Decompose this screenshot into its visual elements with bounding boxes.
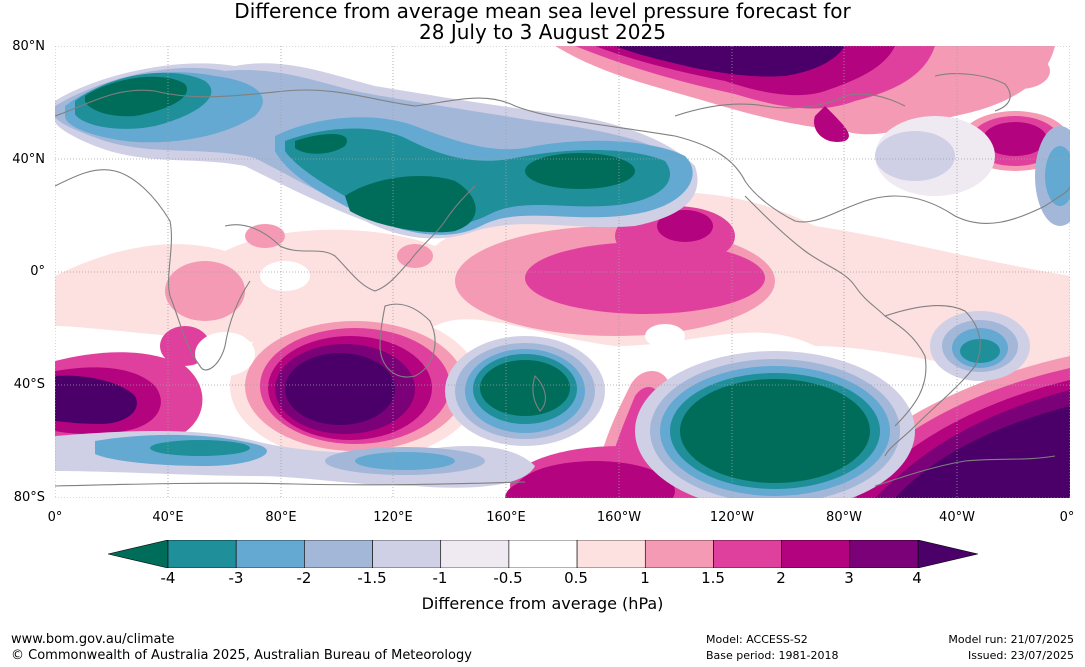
colorbar-swatch	[713, 539, 782, 569]
footer-base-period: Base period: 1981-2018	[706, 649, 839, 662]
coastlines	[55, 73, 1070, 487]
colorbar-swatch	[576, 539, 646, 569]
near-zero-patches	[195, 261, 685, 376]
colorbar-tick: 2	[776, 569, 786, 587]
colorbar-swatch	[508, 539, 578, 569]
colorbar-tick: -0.5	[493, 569, 523, 587]
lon-label-80w: 80°W	[826, 510, 862, 525]
colorbar-swatch	[781, 539, 851, 569]
colorbar-tick: 4	[912, 569, 922, 587]
map-title-line-1: Difference from average mean sea level p…	[234, 0, 851, 23]
pressure-anomaly-map	[55, 46, 1070, 498]
footer-issued: Issued: 23/07/2025	[967, 649, 1074, 662]
lat-label-0: 0°	[30, 264, 45, 279]
colorbar-tick: 3	[844, 569, 854, 587]
lon-label-40w: 40°W	[939, 510, 975, 525]
negative-anomaly-north	[55, 63, 1070, 239]
colorbar-max-arrow	[917, 539, 979, 569]
colorbar-tick: -4	[160, 569, 176, 587]
footer-website[interactable]: www.bom.gov.au/climate	[11, 632, 175, 647]
colorbar-tick: -2	[296, 569, 312, 587]
colorbar-swatch	[167, 539, 237, 569]
positive-anomaly-arctic	[555, 46, 1070, 171]
colorbar-tick: 0.5	[564, 569, 588, 587]
map-title-line-2: 28 July to 3 August 2025	[419, 20, 666, 44]
lon-label-40e: 40°E	[152, 510, 184, 525]
graticule	[55, 46, 1070, 498]
colorbar-tick: 1.5	[701, 569, 725, 587]
lon-label-120w: 120°W	[709, 510, 755, 525]
footer-copyright: © Commonwealth of Australia 2025, Austra…	[11, 648, 472, 663]
colorbar-swatch	[440, 539, 510, 569]
footer-model-run: Model run: 21/07/2025	[948, 633, 1074, 646]
colorbar	[107, 539, 979, 572]
colorbar-title: Difference from average (hPa)	[421, 594, 664, 613]
footer-model: Model: ACCESS-S2	[706, 633, 808, 646]
colorbar-tick: 1	[640, 569, 650, 587]
lat-label-80n: 80°N	[12, 39, 45, 54]
colorbar-swatch	[644, 539, 714, 569]
colorbar-tick: -1	[432, 569, 448, 587]
negative-anomaly-south	[55, 311, 1030, 498]
colorbar-min-arrow	[107, 539, 169, 569]
colorbar-swatch	[235, 539, 305, 569]
colorbar-tick: -3	[228, 569, 244, 587]
colorbar-swatch	[304, 539, 373, 569]
lon-label-80e: 80°E	[265, 510, 297, 525]
lon-label-160w: 160°W	[596, 510, 642, 525]
lat-label-40n: 40°N	[12, 152, 45, 167]
lon-label-160e: 160°E	[486, 510, 526, 525]
lon-label-0-east: 0°	[1059, 510, 1075, 525]
colorbar-tick: -1.5	[357, 569, 387, 587]
lat-label-80s: 80°S	[13, 490, 45, 505]
lon-label-120e: 120°E	[373, 510, 413, 525]
lat-label-40s: 40°S	[13, 377, 45, 392]
lon-label-0-west: 0°	[47, 510, 63, 525]
colorbar-swatch	[372, 539, 442, 569]
positive-anomaly-indian-ocean	[230, 311, 480, 461]
colorbar-swatch	[849, 539, 919, 569]
positive-anomaly-south-atlantic	[55, 326, 210, 447]
